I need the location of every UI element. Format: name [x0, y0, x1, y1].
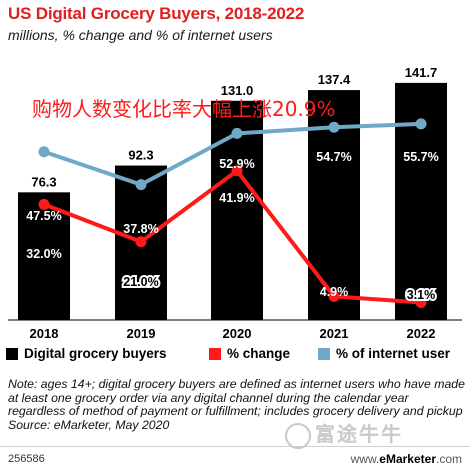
legend-item-buyers: Digital grocery buyers: [6, 346, 167, 361]
watermark: 富途牛牛: [285, 418, 403, 449]
brand-name: eMarketer: [379, 452, 436, 466]
pct-change-label: 21.0%: [123, 275, 158, 289]
chart-subtitle: millions, % change and % of internet use…: [8, 27, 273, 43]
point-internet-users: [38, 146, 50, 158]
legend-label-buyers: Digital grocery buyers: [24, 346, 167, 361]
point-internet-users: [135, 179, 147, 191]
bar-value-label: 137.4: [318, 72, 351, 87]
chart-id: 256586: [8, 453, 45, 465]
point-pct-change: [231, 165, 243, 177]
pct-change-label: 41.9%: [219, 191, 254, 205]
point-internet-users: [231, 127, 243, 139]
point-internet-users: [415, 118, 427, 130]
x-tick-label: 2018: [30, 326, 59, 340]
internet-users-label: 47.5%: [26, 209, 61, 223]
legend-swatch-internet: [318, 347, 330, 360]
internet-users-label: 37.8%: [123, 222, 158, 236]
x-tick-label: 2021: [320, 326, 349, 340]
brand-url: www.eMarketer.com: [351, 452, 462, 466]
x-tick-label: 2019: [127, 326, 156, 340]
legend-swatch-change: [209, 347, 221, 360]
point-pct-change: [328, 290, 340, 302]
pct-change-label: 4.9%: [320, 285, 349, 299]
chart-legend: Digital grocery buyers % change % of int…: [6, 343, 468, 367]
bar-value-label: 131.0: [221, 83, 254, 98]
note-text: Note: ages 14+; digital grocery buyers a…: [8, 377, 465, 419]
source-text: Source: eMarketer, May 2020: [8, 417, 170, 432]
overlay-annotation: 购物人数变化比率大幅上涨20.9%: [32, 97, 336, 121]
chart-note: Note: ages 14+; digital grocery buyers a…: [8, 377, 466, 432]
internet-users-label: 54.7%: [316, 150, 351, 164]
point-pct-change: [135, 236, 147, 248]
footer-divider: [0, 446, 470, 447]
x-tick-label: 2022: [407, 326, 436, 340]
bar-value-label: 76.3: [31, 174, 56, 189]
internet-users-label: 55.7%: [403, 150, 438, 164]
legend-item-internet: % of internet user: [318, 346, 450, 361]
legend-label-internet: % of internet user: [336, 346, 451, 361]
point-internet-users: [328, 121, 340, 133]
pct-change-label: 32.0%: [26, 247, 61, 261]
brand-suffix: .com: [435, 452, 462, 466]
x-tick-label: 2020: [223, 326, 252, 340]
brand-prefix: www.: [350, 452, 380, 466]
legend-label-change: % change: [227, 346, 291, 361]
bar-value-label: 92.3: [128, 148, 153, 163]
internet-users-label: 52.9%: [219, 157, 254, 171]
legend-swatch-buyers: [6, 347, 18, 360]
bar-2018: [18, 192, 70, 320]
pct-change-label: 3.1%: [407, 288, 436, 302]
watermark-logo-icon: [285, 422, 311, 449]
chart-title: US Digital Grocery Buyers, 2018-2022: [8, 4, 305, 23]
point-pct-change: [38, 198, 50, 210]
bar-value-label: 141.7: [405, 65, 438, 80]
chart-plot: 76.3 92.3 131.0 137.4 141.7 2018 2019 2020 2021 2…: [8, 65, 462, 340]
legend-item-change: % change: [209, 346, 290, 361]
watermark-text: 富途牛牛: [315, 424, 403, 446]
point-pct-change: [415, 296, 427, 308]
